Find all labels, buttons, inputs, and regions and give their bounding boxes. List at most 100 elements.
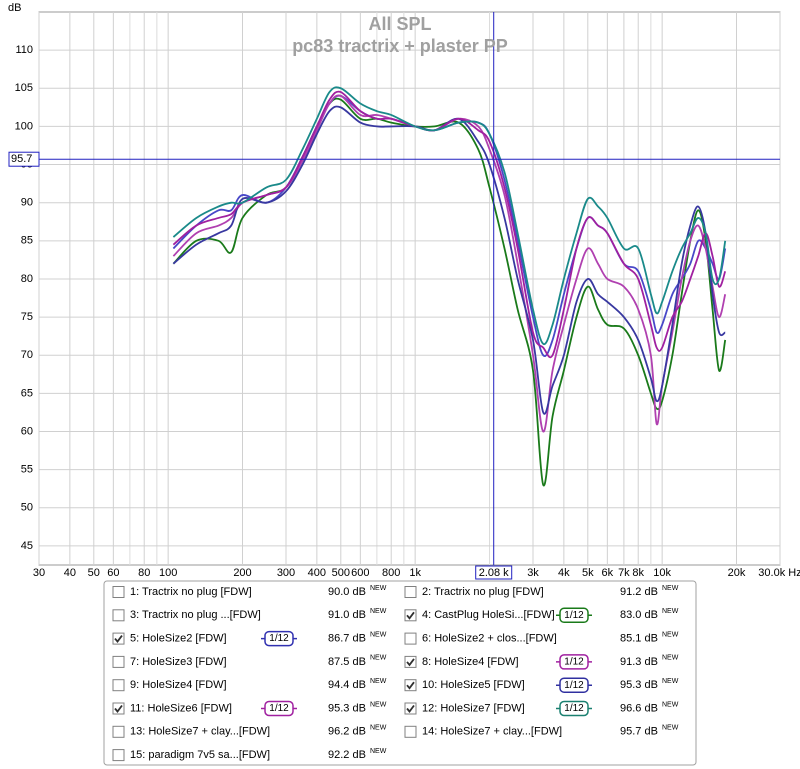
checkbox[interactable]	[404, 702, 417, 715]
smoothing-label: 1/12	[564, 610, 584, 621]
legend-level: 91.3 dB	[620, 656, 658, 668]
checkbox[interactable]	[404, 586, 417, 598]
cursor-x-box	[475, 565, 513, 580]
legend-label[interactable]: 2: Tractrix no plug [FDW]	[422, 586, 544, 598]
x-tick-label: 50	[88, 567, 100, 579]
smoothing-badge	[559, 654, 589, 670]
legend-tag: NEW	[662, 655, 679, 662]
legend-panel	[103, 580, 697, 766]
x-tick-label: 4k	[558, 567, 570, 579]
checkbox[interactable]	[112, 749, 125, 762]
legend-tag: NEW	[662, 631, 679, 638]
legend-level: 96.6 dB	[620, 702, 658, 714]
checkbox[interactable]	[112, 725, 125, 738]
y-tick-label: 85	[21, 235, 33, 247]
chart-title: All SPL	[368, 14, 431, 34]
x-tick-label: 100	[159, 567, 177, 579]
response-curve	[172, 86, 727, 346]
legend-level: 95.3 dB	[328, 702, 366, 714]
cursor-x-label: 2.08 k	[479, 567, 509, 579]
checkbox[interactable]	[404, 609, 417, 622]
legend-label[interactable]: 3: Tractrix no plug ...[FDW]	[130, 609, 261, 621]
y-tick-label: 65	[21, 387, 33, 399]
checkbox[interactable]	[112, 679, 125, 692]
checkbox[interactable]	[404, 655, 417, 668]
x-tick-label: 500	[332, 567, 350, 579]
x-tick-label: 10k	[653, 567, 671, 579]
legend-label[interactable]: 11: HoleSize6 [FDW]	[130, 702, 232, 714]
legend-tag: NEW	[370, 725, 387, 732]
smoothing-label: 1/12	[564, 703, 584, 714]
legend-label[interactable]: 9: HoleSize4 [FDW]	[130, 679, 227, 691]
legend-level: 96.2 dB	[328, 726, 366, 738]
y-tick-label: 50	[21, 502, 33, 514]
x-tick-label: 200	[233, 567, 251, 579]
legend-level: 95.3 dB	[620, 679, 658, 691]
smoothing-label: 1/12	[269, 703, 289, 714]
x-tick-label: 20k	[728, 567, 746, 579]
checkmark	[114, 704, 123, 713]
legend-tag: NEW	[662, 725, 679, 732]
legend-label[interactable]: 10: HoleSize5 [FDW]	[422, 679, 525, 691]
legend-tag: NEW	[370, 655, 387, 662]
legend-level: 83.0 dB	[620, 609, 658, 621]
cursor-y-box	[8, 151, 40, 167]
legend-level: 95.7 dB	[620, 726, 658, 738]
legend-label[interactable]: 14: HoleSize7 + clay...[FDW]	[422, 726, 562, 738]
x-tick-label: 7k	[618, 567, 630, 579]
legend-tag: NEW	[662, 585, 679, 592]
y-tick-label: 100	[15, 120, 33, 132]
checkbox[interactable]	[112, 702, 125, 715]
checkmark	[114, 635, 123, 644]
legend-label[interactable]: 8: HoleSize4 [FDW]	[422, 656, 519, 668]
legend-label[interactable]: 13: HoleSize7 + clay...[FDW]	[130, 726, 270, 738]
legend-tag: NEW	[370, 748, 387, 755]
legend-label[interactable]: 4: CastPlug HoleSi...[FDW]	[422, 609, 555, 621]
checkbox[interactable]	[404, 725, 417, 738]
y-tick-label: 105	[15, 82, 33, 94]
legend-level: 91.0 dB	[328, 609, 366, 621]
legend-level: 87.5 dB	[328, 656, 366, 668]
checkbox[interactable]	[404, 632, 417, 645]
legend-tag: NEW	[662, 701, 679, 708]
legend-level: 90.0 dB	[328, 586, 366, 598]
y-tick-label: 110	[15, 44, 33, 56]
legend-label[interactable]: 1: Tractrix no plug [FDW]	[130, 586, 252, 598]
legend-tag: NEW	[662, 678, 679, 685]
legend-tag: NEW	[370, 678, 387, 685]
x-tick-label: 60	[107, 567, 119, 579]
y-tick-label: 60	[21, 425, 33, 437]
x-tick-label: 600	[351, 567, 369, 579]
legend-label[interactable]: 6: HoleSize2 + clos...[FDW]	[422, 633, 557, 645]
x-tick-label: 800	[382, 567, 400, 579]
smoothing-badge	[559, 677, 589, 693]
checkmark	[406, 681, 415, 690]
chart-subtitle: pc83 tractrix + plaster PP	[292, 36, 508, 56]
x-tick-label: 3k	[527, 567, 539, 579]
checkbox[interactable]	[404, 679, 417, 692]
legend-tag: NEW	[370, 585, 387, 592]
legend-tag: NEW	[370, 608, 387, 615]
checkbox[interactable]	[112, 609, 125, 622]
x-tick-label: 30.0k Hz	[758, 567, 800, 579]
checkbox[interactable]	[112, 632, 125, 645]
legend-tag: NEW	[662, 608, 679, 615]
legend-label[interactable]: 12: HoleSize7 [FDW]	[422, 702, 525, 714]
response-curve	[172, 90, 727, 359]
x-tick-label: 80	[138, 567, 150, 579]
y-tick-label: 55	[21, 464, 33, 476]
smoothing-badge	[559, 700, 589, 717]
legend-label[interactable]: 7: HoleSize3 [FDW]	[130, 656, 227, 668]
y-tick-label: 80	[21, 273, 33, 285]
checkbox[interactable]	[112, 655, 125, 668]
checkbox[interactable]	[112, 586, 125, 598]
legend-label[interactable]: 15: paradigm 7v5 sa...[FDW]	[130, 749, 270, 761]
checkmark	[406, 658, 415, 667]
legend-level: 94.4 dB	[328, 679, 366, 691]
x-tick-label: 40	[64, 567, 76, 579]
legend-level: 92.2 dB	[328, 749, 366, 761]
legend-label[interactable]: 5: HoleSize2 [FDW]	[130, 633, 227, 645]
smoothing-label: 1/12	[269, 633, 289, 644]
x-tick-label: 30	[33, 567, 45, 579]
